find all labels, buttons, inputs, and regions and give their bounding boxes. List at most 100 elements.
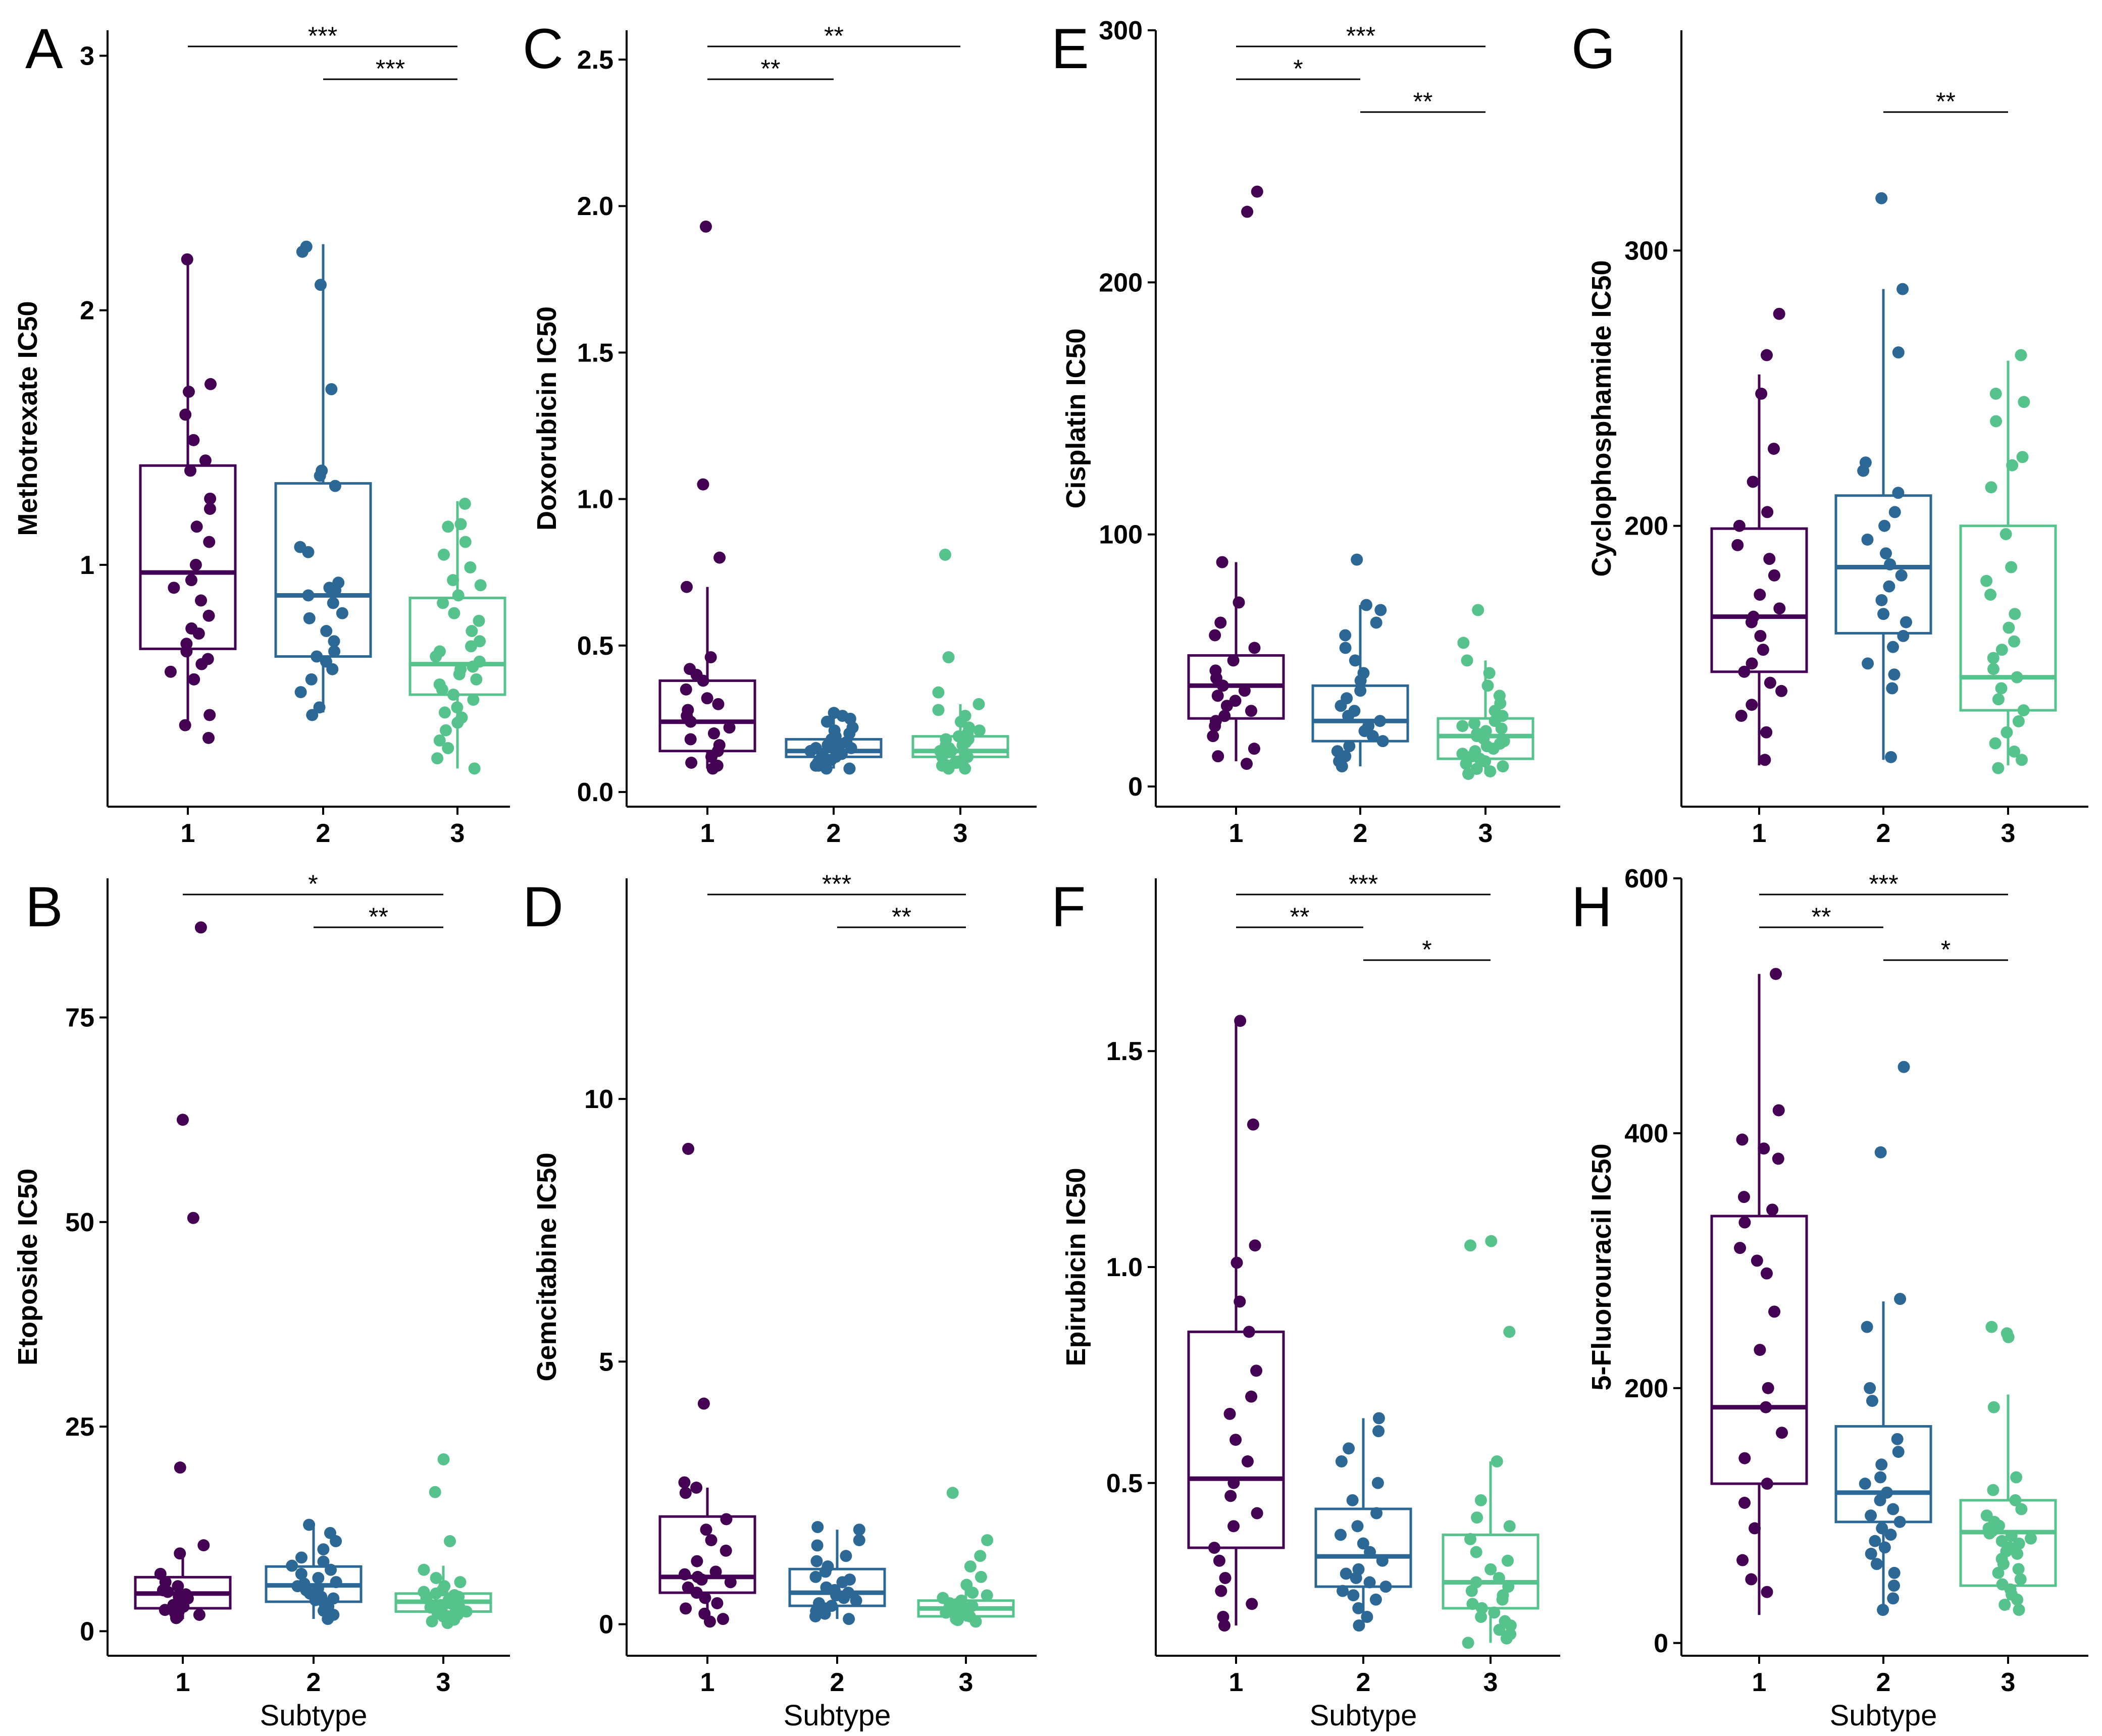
box-group-subtype-1 [660, 221, 755, 775]
significance-label: *** [1869, 870, 1898, 898]
data-point [1212, 690, 1224, 702]
x-tick-label: 2 [1356, 1668, 1371, 1697]
data-point [190, 559, 202, 571]
data-point [465, 640, 477, 652]
data-point [1875, 1458, 1887, 1470]
data-point [1251, 186, 1263, 198]
box-group-subtype-2 [1836, 1061, 1931, 1616]
data-point [1746, 616, 1758, 628]
data-point [1464, 1533, 1476, 1545]
data-point [1245, 1391, 1257, 1403]
x-axis-title: Subtype [1830, 1699, 1937, 1732]
x-tick-label: 1 [700, 1668, 715, 1697]
data-point [1897, 630, 1909, 642]
data-point [1350, 1572, 1362, 1584]
x-axis-title: Subtype [260, 1699, 368, 1732]
data-point [202, 732, 215, 744]
data-point [1885, 751, 1897, 763]
data-point [1475, 1494, 1487, 1506]
data-point [713, 552, 726, 564]
data-point [678, 1477, 690, 1489]
boxplot-figure: A123Methotrexate IC501 2 3******B0255075Et… [0, 0, 2102, 1736]
data-point [1488, 1606, 1500, 1618]
y-tick-label: 300 [1099, 16, 1143, 45]
data-point [1884, 558, 1896, 570]
y-tick-label: 100 [1099, 520, 1143, 550]
data-point [700, 221, 712, 233]
data-point [932, 687, 944, 699]
y-tick-label: 200 [1624, 512, 1668, 541]
data-point [1504, 1520, 1516, 1532]
data-point [1866, 1395, 1878, 1407]
data-point [1353, 1619, 1365, 1632]
y-tick-label: 0.5 [577, 632, 613, 661]
data-point [195, 658, 208, 670]
box-group-subtype-2 [266, 1519, 361, 1625]
data-point [1212, 750, 1224, 762]
y-axis-title: Cyclophosphamide IC50 [1586, 260, 1617, 576]
data-point [1760, 726, 1772, 739]
data-point [1349, 654, 1361, 666]
data-point [1213, 1555, 1225, 1567]
data-point [720, 1545, 732, 1557]
data-point [1768, 443, 1780, 455]
y-tick-label: 0.0 [577, 778, 613, 807]
panel-letter-E: E [1051, 17, 1089, 80]
data-point [180, 645, 192, 657]
data-point [1888, 1567, 1901, 1579]
data-point [295, 686, 307, 698]
data-point [452, 589, 465, 601]
data-point [1364, 1546, 1376, 1558]
data-point [1758, 1142, 1770, 1154]
significance-label: * [1422, 935, 1431, 964]
data-point [710, 1566, 722, 1578]
data-point [1242, 1455, 1254, 1467]
significance-label: ** [761, 55, 781, 83]
y-tick-label: 200 [1099, 268, 1143, 297]
data-point [2018, 396, 2030, 408]
significance-label: *** [376, 55, 405, 83]
data-point [690, 1482, 702, 1494]
data-point [1370, 1507, 1382, 1519]
data-point [204, 503, 216, 515]
data-point [685, 733, 697, 746]
data-point [306, 709, 318, 721]
data-point [1460, 758, 1472, 770]
data-point [2000, 528, 2012, 540]
y-tick-label: 600 [1624, 864, 1668, 893]
data-point [1864, 1382, 1876, 1394]
data-point [1875, 192, 1887, 204]
significance-label: *** [308, 22, 337, 50]
data-point [939, 549, 951, 561]
y-tick-label: 0 [1128, 772, 1143, 802]
data-point [680, 1602, 692, 1614]
data-point [1895, 569, 1908, 582]
data-point [1900, 616, 1912, 628]
data-point [1883, 581, 1895, 593]
data-point [1335, 1529, 1347, 1541]
data-point [1985, 1321, 1997, 1333]
data-point [1877, 1604, 1889, 1616]
data-point [312, 1572, 324, 1584]
box-group-subtype-3 [1961, 1321, 2056, 1616]
data-point [1761, 506, 1773, 518]
data-point [1887, 1592, 1899, 1604]
data-point [704, 1615, 716, 1627]
y-tick-label: 10 [584, 1085, 613, 1114]
data-point [1772, 1152, 1784, 1165]
data-point [1207, 730, 1219, 742]
data-point [1865, 1509, 1877, 1521]
data-point [1354, 685, 1366, 697]
data-point [1336, 1455, 1348, 1467]
data-point [1894, 1293, 1906, 1305]
data-point [697, 674, 709, 687]
data-point [1861, 1321, 1873, 1333]
significance-label: *** [1346, 22, 1375, 50]
data-point [317, 1543, 329, 1555]
data-point [947, 1487, 959, 1499]
panel-letter-B: B [25, 875, 63, 938]
data-point [447, 689, 459, 701]
data-point [464, 561, 476, 573]
data-point [973, 724, 986, 737]
y-tick-label: 0 [80, 1617, 94, 1646]
